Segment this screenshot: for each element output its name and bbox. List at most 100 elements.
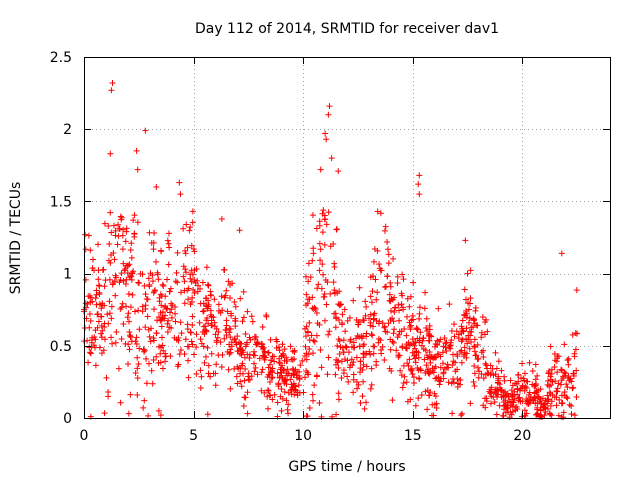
- data-point: [100, 266, 107, 273]
- data-point: [223, 317, 230, 324]
- data-point: [129, 291, 136, 298]
- data-point: [301, 352, 308, 359]
- data-point: [193, 370, 200, 377]
- data-point: [390, 318, 397, 325]
- data-point: [309, 391, 316, 398]
- data-point: [177, 191, 184, 198]
- data-point: [129, 270, 136, 277]
- data-point: [556, 396, 563, 403]
- data-point: [209, 322, 216, 329]
- data-point: [385, 320, 392, 327]
- data-point: [301, 374, 308, 381]
- data-point: [238, 362, 245, 369]
- data-point: [309, 294, 316, 301]
- y-tick-label: 2: [63, 122, 72, 138]
- data-point: [95, 241, 102, 248]
- data-point: [267, 336, 274, 343]
- data-point: [273, 345, 280, 352]
- data-point: [306, 319, 313, 326]
- data-point: [205, 320, 212, 327]
- data-point: [557, 381, 564, 388]
- data-point: [338, 374, 345, 381]
- data-point: [205, 282, 212, 289]
- data-point: [409, 336, 416, 343]
- data-point: [545, 369, 552, 376]
- data-point: [548, 366, 555, 373]
- data-point: [466, 345, 473, 352]
- data-point: [449, 362, 456, 369]
- data-point: [182, 336, 189, 343]
- data-point: [268, 375, 275, 382]
- data-point: [571, 350, 578, 357]
- data-point: [423, 362, 430, 369]
- data-point: [116, 226, 123, 233]
- data-point: [416, 375, 423, 382]
- data-point: [317, 257, 324, 264]
- data-point: [450, 375, 457, 382]
- data-point: [200, 308, 207, 315]
- data-point: [162, 293, 169, 300]
- y-tick-label: 0.5: [50, 339, 72, 355]
- data-point: [426, 332, 433, 339]
- data-point: [180, 273, 187, 280]
- data-point: [495, 375, 502, 382]
- data-point: [409, 370, 416, 377]
- data-point: [405, 339, 412, 346]
- data-point: [105, 320, 112, 327]
- data-point: [205, 370, 212, 377]
- data-point: [408, 365, 415, 372]
- data-point: [280, 366, 287, 373]
- data-point: [362, 298, 369, 305]
- data-point: [187, 329, 194, 336]
- data-point: [169, 302, 176, 309]
- data-point: [465, 306, 472, 313]
- data-point: [350, 359, 357, 366]
- data-point: [514, 391, 521, 398]
- data-point: [164, 328, 171, 335]
- data-point: [421, 305, 428, 312]
- data-point: [172, 278, 179, 285]
- data-point: [188, 242, 195, 249]
- data-point: [147, 338, 154, 345]
- data-point: [218, 293, 225, 300]
- data-point: [553, 358, 560, 365]
- data-point: [381, 284, 388, 291]
- data-point: [215, 307, 222, 314]
- data-point: [98, 313, 105, 320]
- data-point: [97, 330, 104, 337]
- data-point: [498, 394, 505, 401]
- data-point: [379, 343, 386, 350]
- data-point: [123, 228, 130, 235]
- data-point: [507, 409, 514, 416]
- data-point: [323, 136, 330, 143]
- data-point: [174, 363, 181, 370]
- data-point: [119, 232, 126, 239]
- data-point: [150, 246, 157, 253]
- data-point: [311, 338, 318, 345]
- data-point: [362, 312, 369, 319]
- data-point: [459, 336, 466, 343]
- data-point: [427, 353, 434, 360]
- data-point: [309, 257, 316, 264]
- data-point: [315, 281, 322, 288]
- data-point: [381, 227, 388, 234]
- data-point: [312, 306, 319, 313]
- data-point: [440, 370, 447, 377]
- data-point: [573, 394, 580, 401]
- data-point: [467, 300, 474, 307]
- data-point: [370, 323, 377, 330]
- data-point: [259, 324, 266, 331]
- data-point: [541, 412, 548, 419]
- data-point: [547, 373, 554, 380]
- data-point: [267, 379, 274, 386]
- data-point: [500, 399, 507, 406]
- data-point: [467, 400, 474, 407]
- data-point: [108, 315, 115, 322]
- data-point: [403, 345, 410, 352]
- data-point: [141, 347, 148, 354]
- data-point: [108, 303, 115, 310]
- data-point: [350, 371, 357, 378]
- data-point: [246, 334, 253, 341]
- data-point: [552, 378, 559, 385]
- data-point: [187, 224, 194, 231]
